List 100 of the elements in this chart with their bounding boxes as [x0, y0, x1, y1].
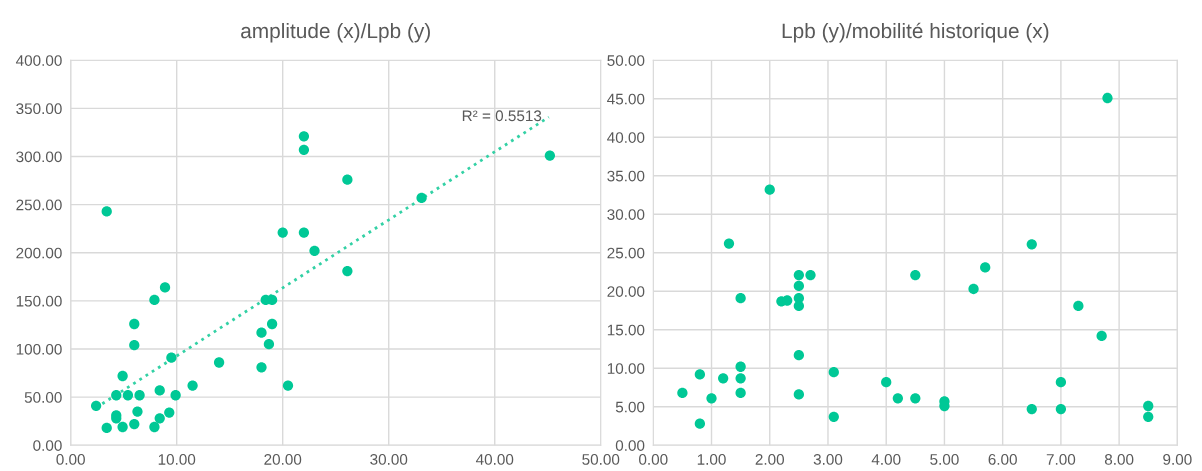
- point: [723, 238, 735, 249]
- point: [309, 245, 320, 257]
- point: [256, 327, 267, 338]
- point: [828, 411, 839, 422]
- point: [129, 418, 140, 430]
- x-tick-label: 10.00: [158, 454, 196, 465]
- point: [129, 340, 140, 351]
- point: [694, 418, 706, 429]
- x-tick-label: 1.00: [697, 454, 726, 465]
- point: [298, 144, 310, 155]
- point: [735, 293, 746, 304]
- point: [735, 387, 746, 399]
- y-tick-label: 50.00: [24, 392, 62, 403]
- point: [134, 390, 145, 401]
- x-tick-label: 4.00: [871, 454, 901, 465]
- y-tick-label: 25.00: [607, 247, 645, 259]
- y-tick-label: 10.00: [607, 363, 645, 374]
- y-tick-label: 400.00: [15, 55, 62, 66]
- point: [910, 393, 921, 404]
- point: [298, 227, 310, 238]
- y-tick-label: 20.00: [607, 286, 645, 297]
- y-tick-label: 30.00: [607, 209, 645, 220]
- x-tick-label: 40.00: [475, 454, 514, 465]
- x-tick-label: 9.00: [1163, 454, 1192, 465]
- point: [111, 390, 122, 401]
- y-tick-label: 100.00: [16, 343, 62, 355]
- x-tick-label: 5.00: [930, 454, 959, 465]
- point: [1143, 411, 1154, 422]
- x-tick-label: 20.00: [264, 454, 302, 465]
- point: [117, 421, 128, 433]
- point: [968, 283, 979, 295]
- y-tick-label: 15.00: [607, 324, 645, 336]
- point: [277, 227, 288, 238]
- y-tick-label: 35.00: [607, 170, 645, 182]
- x-tick-label: 7.00: [1046, 454, 1076, 465]
- x-tick-label: 50.00: [582, 454, 620, 465]
- point: [256, 362, 267, 373]
- point: [166, 352, 177, 363]
- point: [149, 294, 160, 306]
- point: [805, 269, 816, 281]
- point: [117, 370, 128, 382]
- y-tick-label: 250.00: [16, 199, 62, 211]
- x-tick-label: 30.00: [370, 454, 408, 465]
- point: [1055, 403, 1067, 415]
- point: [266, 318, 278, 330]
- point: [416, 192, 427, 204]
- point: [187, 380, 198, 391]
- point: [282, 380, 294, 391]
- point: [793, 269, 805, 281]
- chart-title: amplitude (x)/Lpb (y): [241, 22, 430, 43]
- point: [735, 373, 746, 384]
- point: [764, 184, 775, 195]
- y-tick-label: 0.00: [615, 440, 645, 451]
- point: [342, 174, 353, 185]
- y-tick-label: 40.00: [607, 132, 645, 143]
- point: [910, 269, 921, 281]
- y-tick-label: 200.00: [16, 247, 62, 259]
- point: [263, 339, 275, 350]
- point: [170, 390, 181, 401]
- point: [154, 385, 165, 396]
- point: [544, 150, 556, 161]
- point: [980, 262, 991, 273]
- point: [132, 406, 143, 417]
- point: [159, 282, 171, 293]
- point: [1102, 92, 1113, 104]
- chart-title: Lpb (y)/mobilité historique (x): [782, 22, 1049, 43]
- x-tick-label: 0.00: [639, 454, 668, 465]
- point: [1073, 300, 1084, 312]
- y-tick-label: 50.00: [607, 55, 645, 66]
- point: [342, 265, 353, 277]
- x-tick-label: 2.00: [755, 454, 785, 465]
- annotation: R² = 0.5513: [462, 110, 542, 122]
- y-tick-label: 5.00: [615, 401, 645, 413]
- point: [892, 393, 903, 404]
- point: [164, 407, 175, 418]
- point: [677, 387, 688, 399]
- point: [149, 421, 160, 433]
- point: [1055, 376, 1067, 388]
- x-tick-label: 6.00: [988, 454, 1017, 465]
- x-tick-label: 8.00: [1104, 454, 1134, 465]
- point: [706, 393, 717, 404]
- x-tick-label: 0.00: [56, 454, 85, 465]
- point: [90, 400, 102, 411]
- y-tick-label: 0.00: [33, 440, 62, 451]
- point: [129, 318, 140, 330]
- point: [828, 366, 839, 378]
- y-tick-label: 350.00: [16, 103, 62, 115]
- point: [735, 361, 746, 372]
- point: [1096, 330, 1107, 342]
- x-tick-label: 3.00: [813, 454, 843, 465]
- point: [782, 295, 793, 306]
- y-tick-label: 300.00: [16, 151, 62, 163]
- point: [1026, 403, 1037, 415]
- y-tick-label: 45.00: [607, 93, 645, 105]
- point: [154, 413, 165, 424]
- point: [101, 422, 112, 434]
- point: [1026, 239, 1037, 250]
- point: [881, 376, 892, 388]
- point: [793, 280, 805, 292]
- point: [718, 373, 729, 384]
